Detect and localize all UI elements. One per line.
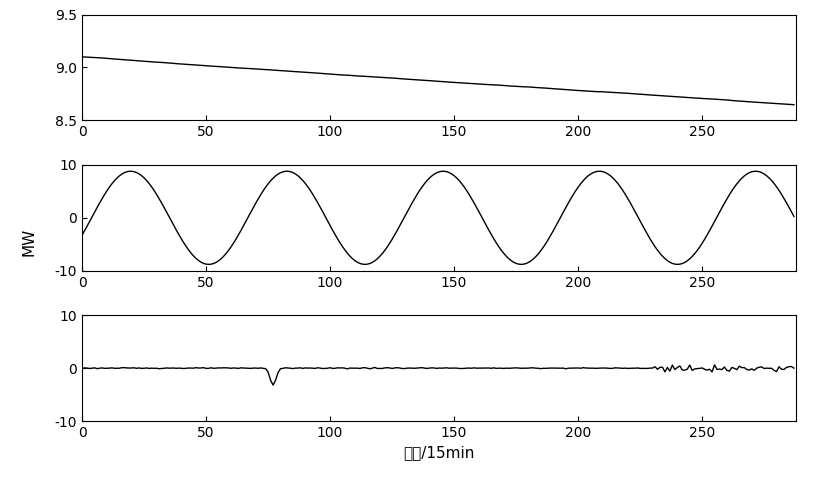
- Text: MW: MW: [21, 228, 36, 256]
- X-axis label: 时间/15min: 时间/15min: [404, 445, 475, 460]
